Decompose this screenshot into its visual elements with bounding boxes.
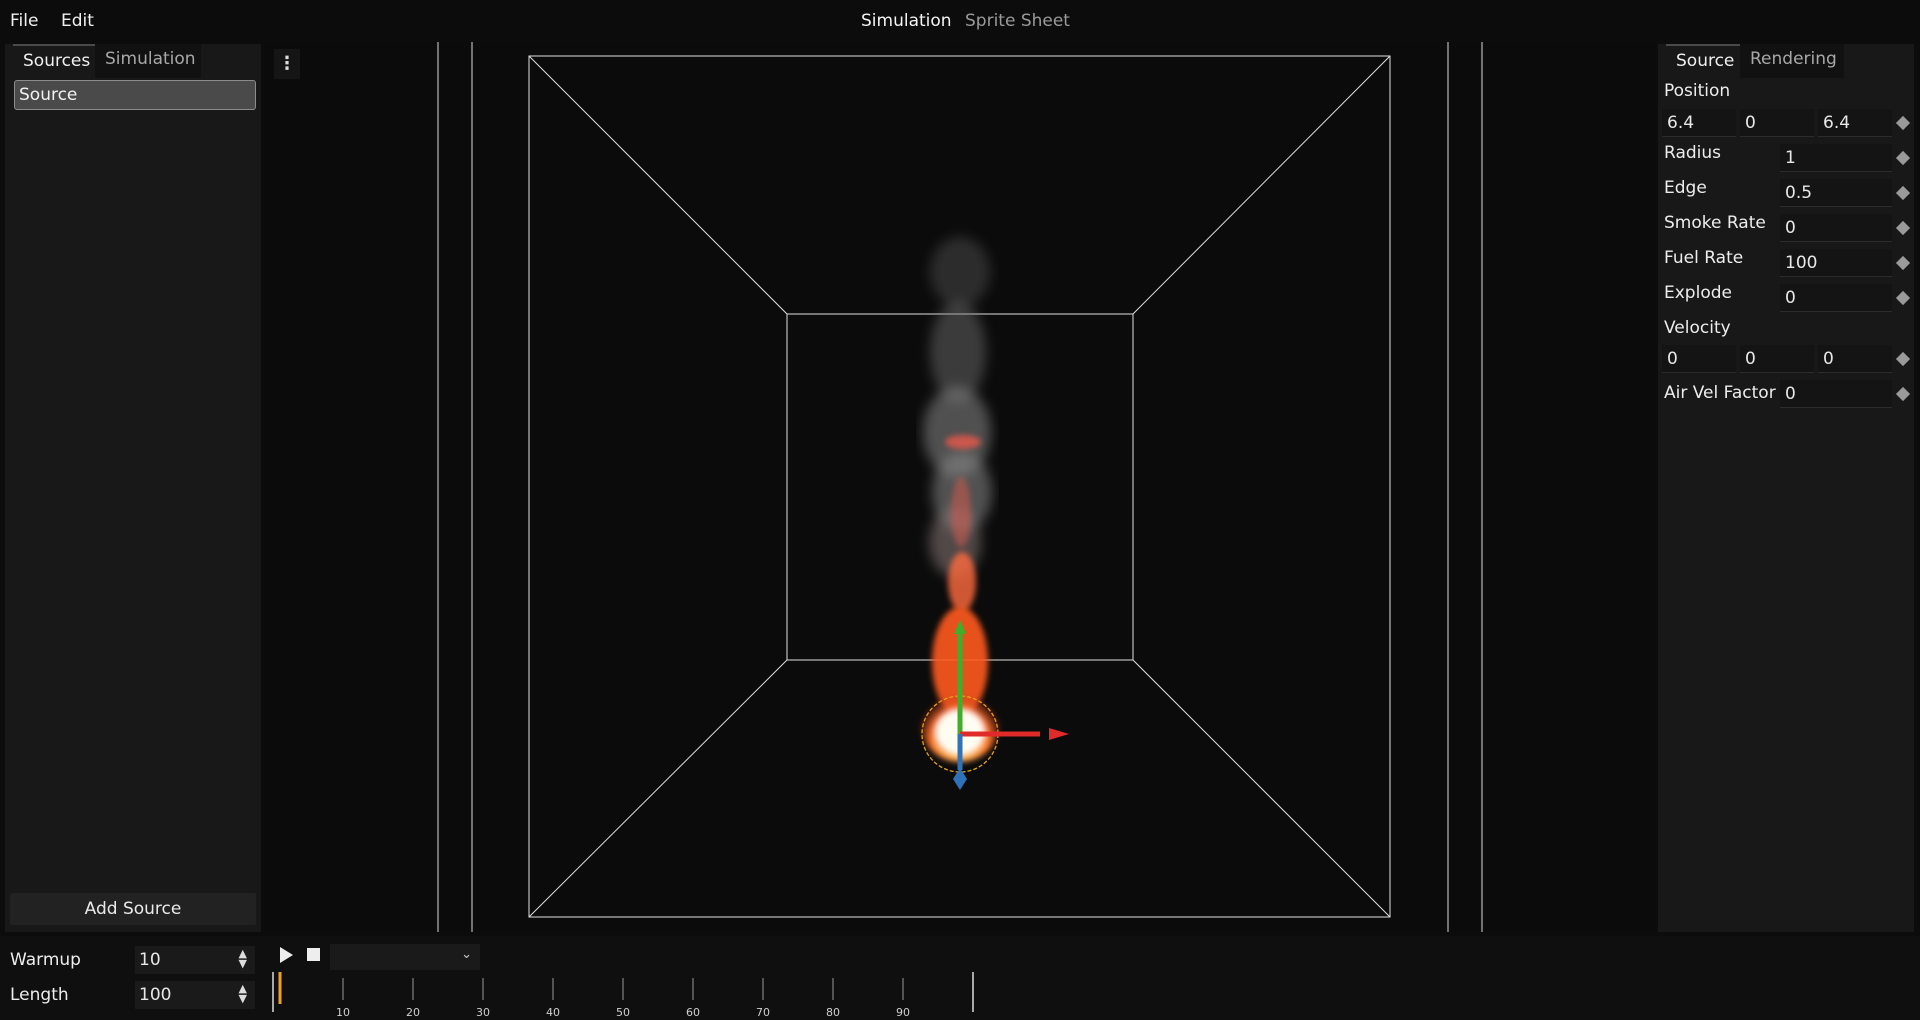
gizmo-x-arrowhead [1049,728,1069,740]
edit-menu[interactable]: Edit [61,11,94,31]
timeline-tick-label: 20 [406,1006,420,1019]
timeline-tick-label: 70 [756,1006,770,1019]
add-source-button[interactable]: Add Source [10,893,256,925]
tab-rendering[interactable]: Rendering [1740,44,1844,78]
air-vel-factor-field[interactable]: 0 [1780,380,1892,408]
smoke-rate-label: Smoke Rate [1664,213,1766,233]
scene-svg [437,42,1483,932]
mode-simulation[interactable]: Simulation [861,11,952,31]
velocity-label: Velocity [1664,318,1731,338]
explode-keyframe-diamond-icon[interactable] [1895,290,1911,306]
timeline-ruler[interactable]: 10 20 30 40 50 60 70 80 90 [270,972,1060,1020]
play-icon[interactable] [278,946,294,964]
velocity-y-field[interactable]: 0 [1740,345,1814,373]
position-keyframe-diamond-icon[interactable] [1895,115,1911,131]
length-label: Length [10,985,69,1005]
position-y-field[interactable]: 0 [1740,109,1814,137]
length-value: 100 [139,985,172,1005]
warmup-label: Warmup [10,950,81,970]
radius-keyframe-diamond-icon[interactable] [1895,150,1911,166]
radius-label: Radius [1664,143,1722,163]
warmup-value: 10 [139,950,161,970]
edge-label: Edge [1664,178,1707,198]
length-spinbox[interactable]: 100 ▲ ▼ [135,981,255,1009]
file-menu[interactable]: File [10,11,39,31]
radius-field[interactable]: 1 [1780,144,1892,172]
explode-label: Explode [1664,283,1732,303]
air-vel-factor-keyframe-diamond-icon[interactable] [1895,386,1911,402]
mode-sprite-sheet[interactable]: Sprite Sheet [965,11,1070,31]
timeline-tick-label: 80 [826,1006,840,1019]
timeline-tick-label: 60 [686,1006,700,1019]
animation-select[interactable]: ⌄ [330,944,480,970]
viewport-guides [437,42,1483,932]
explode-field[interactable]: 0 [1780,284,1892,312]
timeline-tick-label: 30 [476,1006,490,1019]
gizmo-z-handle [953,768,967,790]
up-down-arrows-icon[interactable]: ▲ ▼ [238,947,247,970]
up-down-arrows-icon[interactable]: ▲ ▼ [238,982,247,1005]
properties-panel: Source Rendering Position 6.4 0 6.4 Radi… [1658,44,1914,932]
warmup-spinbox[interactable]: 10 ▲ ▼ [135,946,255,974]
transform-gizmo[interactable] [953,620,1069,790]
tab-sources[interactable]: Sources [13,44,95,78]
tab-simulation[interactable]: Simulation [95,44,201,78]
smoke-rate-field[interactable]: 0 [1780,214,1892,242]
edge-keyframe-diamond-icon[interactable] [1895,185,1911,201]
bottom-bar: Warmup 10 ▲ ▼ Length 100 ▲ ▼ ⌄ 10 20 30 40 50 6… [0,936,1920,1020]
top-bar: File Edit Simulation Sprite Sheet [0,0,1920,42]
position-x-field[interactable]: 6.4 [1662,109,1736,137]
fuel-rate-field[interactable]: 100 [1780,249,1892,277]
air-vel-factor-label: Air Vel Factor [1664,383,1776,403]
timeline-tick-label: 10 [336,1006,350,1019]
kebab-menu-icon[interactable]: ⋮ [274,49,300,79]
timeline-tick-label: 40 [546,1006,560,1019]
fuel-rate-label: Fuel Rate [1664,248,1744,268]
velocity-z-field[interactable]: 0 [1818,345,1892,373]
tab-source[interactable]: Source [1666,44,1740,78]
gizmo-y-arrowhead [954,620,966,634]
timeline-tick-label: 90 [896,1006,910,1019]
edge-field[interactable]: 0.5 [1780,179,1892,207]
sources-panel: Sources Simulation Source Add Source [5,44,261,932]
position-label: Position [1664,81,1731,101]
stop-icon[interactable] [306,947,321,962]
simulation-viewport[interactable]: ⋮ [265,42,1655,932]
velocity-keyframe-diamond-icon[interactable] [1895,351,1911,367]
timeline-tick-label: 50 [616,1006,630,1019]
velocity-x-field[interactable]: 0 [1662,345,1736,373]
fuel-rate-keyframe-diamond-icon[interactable] [1895,255,1911,271]
flame-wisps [945,435,981,612]
smoke-rate-keyframe-diamond-icon[interactable] [1895,220,1911,236]
chevron-down-icon: ⌄ [461,947,472,962]
position-z-field[interactable]: 6.4 [1818,109,1892,137]
source-list-item[interactable]: Source [14,80,256,110]
